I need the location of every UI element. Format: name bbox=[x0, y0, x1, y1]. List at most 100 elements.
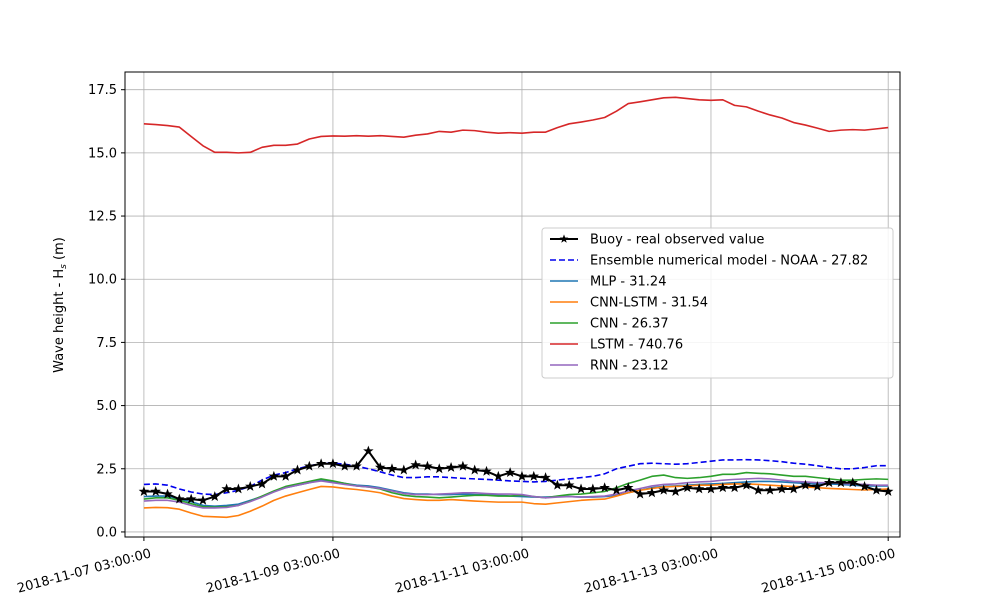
data-point bbox=[457, 460, 469, 471]
data-point bbox=[634, 488, 646, 499]
series-layer bbox=[138, 96, 894, 519]
data-point bbox=[162, 488, 173, 499]
legend-entry: LSTM - 740.76 bbox=[550, 338, 683, 353]
plot-frame bbox=[124, 71, 901, 538]
data-point bbox=[233, 483, 244, 494]
data-point bbox=[398, 464, 410, 475]
legend-label: CNN-LSTM - 31.54 bbox=[590, 296, 708, 311]
data-point bbox=[575, 483, 587, 494]
data-point bbox=[221, 483, 232, 494]
data-point bbox=[871, 484, 882, 495]
data-point bbox=[422, 460, 433, 471]
data-point bbox=[623, 482, 634, 493]
data-point bbox=[882, 486, 894, 496]
legend-entry: Buoy - real observed value bbox=[550, 233, 764, 248]
data-point bbox=[788, 483, 799, 494]
data-point bbox=[823, 477, 835, 488]
data-point bbox=[705, 483, 717, 494]
y-tick-label: 15.0 bbox=[88, 146, 117, 161]
legend-label: Ensemble numerical model - NOAA - 27.82 bbox=[590, 254, 868, 269]
data-point bbox=[268, 470, 280, 481]
data-point bbox=[563, 479, 575, 490]
data-point bbox=[280, 470, 291, 481]
legend-entry: Ensemble numerical model - NOAA - 27.82 bbox=[550, 254, 868, 269]
data-point bbox=[150, 486, 161, 496]
legend-entry: MLP - 31.24 bbox=[550, 275, 666, 290]
data-point bbox=[256, 478, 268, 489]
data-point bbox=[776, 483, 788, 494]
series-ensemble-numerical-model-noaa-27-82 bbox=[143, 458, 889, 496]
data-point bbox=[587, 483, 599, 494]
series-line bbox=[143, 450, 889, 502]
series-rnn-23-12 bbox=[143, 477, 889, 509]
y-axis-label: Wave height - Hs (m) bbox=[52, 237, 69, 373]
data-point bbox=[493, 470, 504, 481]
series-line bbox=[143, 477, 889, 509]
data-point bbox=[434, 463, 445, 474]
data-point bbox=[516, 470, 528, 481]
data-point bbox=[292, 464, 303, 475]
series-cnn-lstm-31-54 bbox=[143, 483, 889, 519]
legend-label: MLP - 31.24 bbox=[590, 275, 666, 290]
data-point bbox=[835, 477, 847, 488]
data-point bbox=[351, 460, 362, 471]
data-point bbox=[800, 479, 811, 490]
data-point bbox=[658, 484, 669, 495]
y-axis: 0.0 2.5 5.0 7.5 10.0 12.5 15.0 17.5 bbox=[88, 83, 125, 540]
data-point bbox=[540, 472, 551, 483]
data-point bbox=[729, 482, 740, 493]
data-point bbox=[599, 482, 610, 493]
data-point bbox=[847, 477, 858, 488]
data-point bbox=[197, 494, 209, 505]
x-tick-label: 2018-11-07 03:00:00 bbox=[16, 546, 153, 596]
data-point bbox=[741, 479, 752, 490]
x-axis: 2018-11-07 03:00:00 2018-11-09 03:00:00 20… bbox=[16, 537, 897, 597]
data-point bbox=[327, 458, 339, 469]
data-point bbox=[812, 480, 823, 491]
series-buoy-real-observed-value bbox=[138, 445, 894, 505]
data-point bbox=[646, 487, 658, 498]
data-point bbox=[339, 460, 350, 471]
data-point bbox=[504, 467, 516, 477]
x-tick-label: 2018-11-15 00:00:00 bbox=[760, 546, 897, 596]
data-point bbox=[304, 460, 315, 471]
y-tick-label: 10.0 bbox=[88, 273, 117, 288]
series-line bbox=[143, 471, 889, 508]
data-point bbox=[138, 486, 150, 496]
data-point bbox=[445, 462, 457, 472]
series-line bbox=[143, 483, 889, 519]
data-point bbox=[693, 483, 705, 494]
x-tick-label: 2018-11-13 03:00:00 bbox=[583, 546, 720, 596]
data-point bbox=[764, 484, 776, 495]
legend: Buoy - real observed value Ensemble numer… bbox=[541, 227, 894, 379]
data-point bbox=[481, 465, 492, 476]
y-tick-label: 2.5 bbox=[96, 462, 117, 477]
legend-entry: RNN - 23.12 bbox=[550, 359, 669, 374]
legend-label: LSTM - 740.76 bbox=[590, 338, 683, 353]
data-point bbox=[209, 491, 220, 501]
series-line bbox=[143, 96, 889, 154]
x-tick-label: 2018-11-11 03:00:00 bbox=[394, 546, 531, 596]
series-cnn-26-37 bbox=[143, 471, 889, 508]
data-point bbox=[185, 493, 197, 504]
legend-entry: CNN-LSTM - 31.54 bbox=[550, 296, 708, 311]
y-tick-label: 0.0 bbox=[96, 525, 117, 540]
data-point bbox=[374, 462, 386, 472]
data-point bbox=[469, 464, 480, 475]
y-tick-label: 7.5 bbox=[96, 336, 117, 351]
data-point bbox=[363, 445, 374, 456]
data-point bbox=[315, 458, 327, 469]
legend-label: RNN - 23.12 bbox=[590, 359, 669, 374]
data-point bbox=[670, 486, 681, 496]
y-tick-label: 12.5 bbox=[88, 210, 117, 225]
data-point bbox=[386, 463, 398, 474]
series-lstm-740-76 bbox=[143, 96, 889, 154]
data-point bbox=[611, 484, 622, 495]
legend-label: CNN - 26.37 bbox=[590, 317, 669, 332]
data-point bbox=[717, 482, 728, 493]
legend-entry: CNN - 26.37 bbox=[550, 317, 669, 332]
series-line bbox=[143, 458, 889, 496]
data-point bbox=[682, 482, 693, 493]
data-point bbox=[552, 479, 563, 490]
